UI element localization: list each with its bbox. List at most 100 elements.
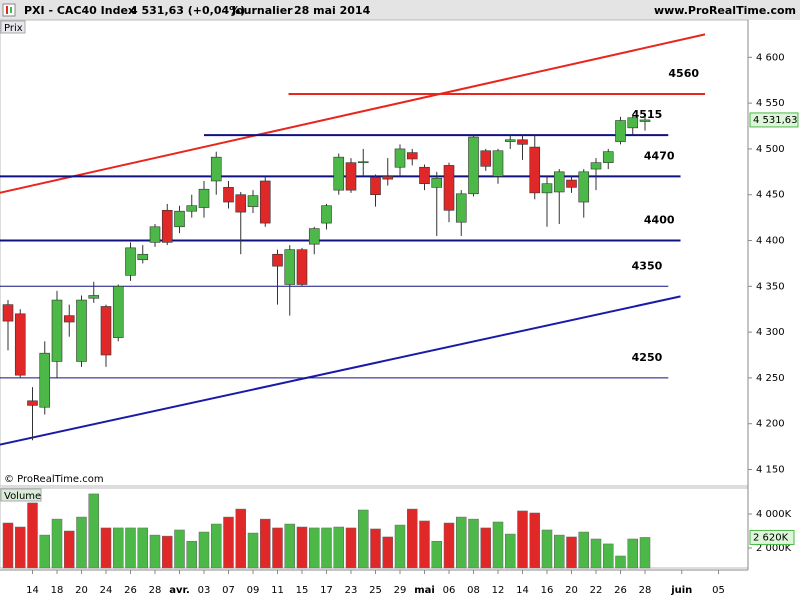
volume-bar	[137, 527, 148, 569]
x-tick-label: 20	[75, 585, 88, 596]
volume-bar	[505, 533, 516, 569]
volume-bar	[296, 526, 308, 569]
candle-body	[504, 139, 516, 142]
y-tick-label: 4 350	[756, 281, 785, 292]
candle-body	[174, 210, 185, 228]
volume-bar	[51, 518, 63, 569]
candle-body	[455, 193, 467, 223]
y-tick-label: 4 400	[756, 236, 785, 247]
candle-body	[419, 166, 430, 185]
volume-bar	[578, 531, 589, 569]
volume-bar	[370, 528, 381, 569]
price-summary: 4 531,63 (+0,04%)	[130, 4, 245, 17]
candle-body	[125, 247, 136, 276]
x-tick-label: 12	[492, 585, 505, 596]
candle-body	[88, 295, 100, 299]
candle-body	[308, 228, 320, 245]
volume-bar	[260, 518, 271, 569]
volume-bar	[566, 536, 577, 569]
candle-body	[284, 249, 296, 285]
last-price-box	[749, 112, 799, 128]
level-label: 4560	[668, 67, 699, 80]
volume-bar	[529, 512, 540, 569]
volume-bar	[382, 536, 393, 569]
y-tick-label: 4 450	[756, 190, 785, 201]
volume-panel-label: Volume	[4, 491, 41, 502]
y-tick-label: 4 600	[756, 52, 785, 63]
volume-bar	[64, 530, 75, 569]
volume-bar	[272, 527, 283, 569]
x-tick-label: 26	[124, 585, 137, 596]
candle-body	[161, 209, 173, 243]
level-label: 4400	[644, 214, 675, 227]
volume-bar	[407, 508, 418, 569]
panel-label-box	[0, 488, 42, 502]
candle-body	[492, 150, 504, 177]
candle-body	[406, 152, 418, 160]
candle-body	[51, 299, 63, 362]
x-tick-label: 08	[467, 585, 480, 596]
volume-bar	[345, 527, 357, 569]
level-label: 4250	[632, 351, 663, 364]
candle-body	[578, 171, 590, 203]
x-tick-label: 16	[541, 585, 554, 596]
x-tick-label: avr.	[169, 585, 190, 596]
website[interactable]: www.ProRealTime.com	[654, 4, 796, 17]
volume-tick-label: 2 000K	[756, 543, 792, 554]
volume-bar	[100, 527, 112, 569]
x-tick-label: 03	[198, 585, 211, 596]
candle-body	[553, 171, 565, 193]
candle-body	[639, 119, 651, 122]
volume-bar	[125, 527, 136, 569]
x-tick-label: 24	[100, 585, 113, 596]
x-tick-label: 20	[565, 585, 578, 596]
candle-body	[2, 304, 14, 322]
price-panel	[0, 19, 749, 487]
candle-body	[468, 136, 479, 195]
x-tick-label: 05	[712, 585, 725, 596]
y-tick-label: 4 550	[756, 98, 785, 109]
volume-bar	[603, 543, 614, 569]
period: Journalier	[231, 4, 293, 17]
candle-body	[627, 117, 639, 129]
candle-body	[321, 205, 332, 224]
volume-bar	[149, 534, 161, 569]
candle-body	[247, 195, 259, 207]
level-label: 4470	[644, 149, 675, 162]
x-tick-label: 18	[51, 585, 64, 596]
volume-bar	[186, 540, 197, 569]
x-tick-label: 09	[247, 585, 260, 596]
volume-bar	[492, 521, 504, 569]
volume-bar	[309, 527, 320, 569]
volume-bar	[174, 529, 185, 569]
y-tick-label: 4 200	[756, 419, 785, 430]
candle-body	[590, 162, 602, 170]
candle-body	[235, 194, 247, 213]
x-tick-label: juin	[670, 585, 692, 596]
candle-body	[370, 177, 381, 196]
volume-bar	[639, 537, 651, 569]
candle-body	[296, 249, 308, 285]
volume-bar	[358, 509, 369, 569]
x-tick-label: 29	[394, 585, 407, 596]
candle-body	[63, 315, 75, 323]
volume-bar	[554, 534, 565, 569]
volume-bar	[76, 516, 87, 569]
last-volume-box	[749, 529, 795, 545]
x-axis-area	[0, 570, 800, 600]
y-tick-label: 4 250	[756, 373, 785, 384]
volume-bar	[333, 526, 344, 569]
candle-body	[517, 139, 528, 145]
x-tick-label: 28	[639, 585, 652, 596]
panel-label-box	[0, 20, 26, 34]
x-tick-label: 26	[614, 585, 627, 596]
volume-bar	[88, 493, 99, 569]
x-tick-label: mai	[414, 585, 435, 596]
x-tick-label: 11	[271, 585, 284, 596]
x-tick-label: 07	[222, 585, 235, 596]
candle-body	[480, 150, 492, 167]
x-tick-label: 23	[345, 585, 358, 596]
candle-body	[100, 306, 112, 356]
candle-body	[443, 165, 455, 211]
